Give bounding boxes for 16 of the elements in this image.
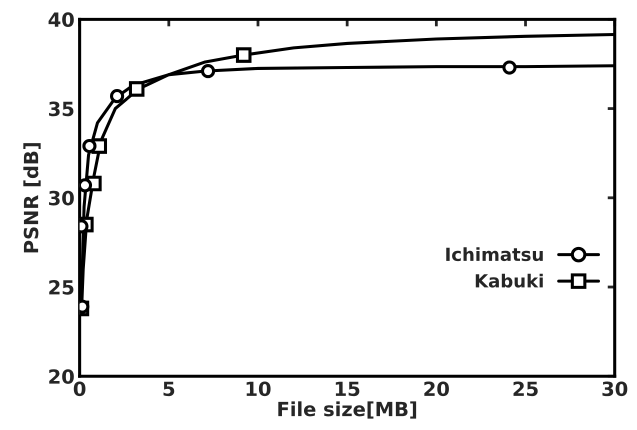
x-tick-label: 15: [336, 382, 360, 396]
y-tick-label: 35: [49, 102, 74, 116]
y-tick-label: 20: [49, 369, 74, 384]
y-axis-title: PSNR [dB]: [23, 143, 41, 252]
y-tick-label: 40: [48, 12, 74, 28]
x-tick-label: 5: [164, 382, 174, 396]
legend-label: Kabuki: [476, 274, 543, 288]
x-axis-title: File size[MB]: [278, 401, 416, 419]
y-tick-label: 25: [49, 280, 74, 295]
x-tick-label: 0: [74, 381, 86, 396]
x-tick-label: 30: [602, 381, 628, 396]
legend-label: Ichimatsu: [446, 247, 543, 262]
x-tick-label: 25: [514, 381, 538, 396]
y-tick-label: 30: [49, 190, 74, 206]
x-tick-label: 20: [424, 381, 449, 396]
x-tick-label: 10: [246, 381, 271, 396]
